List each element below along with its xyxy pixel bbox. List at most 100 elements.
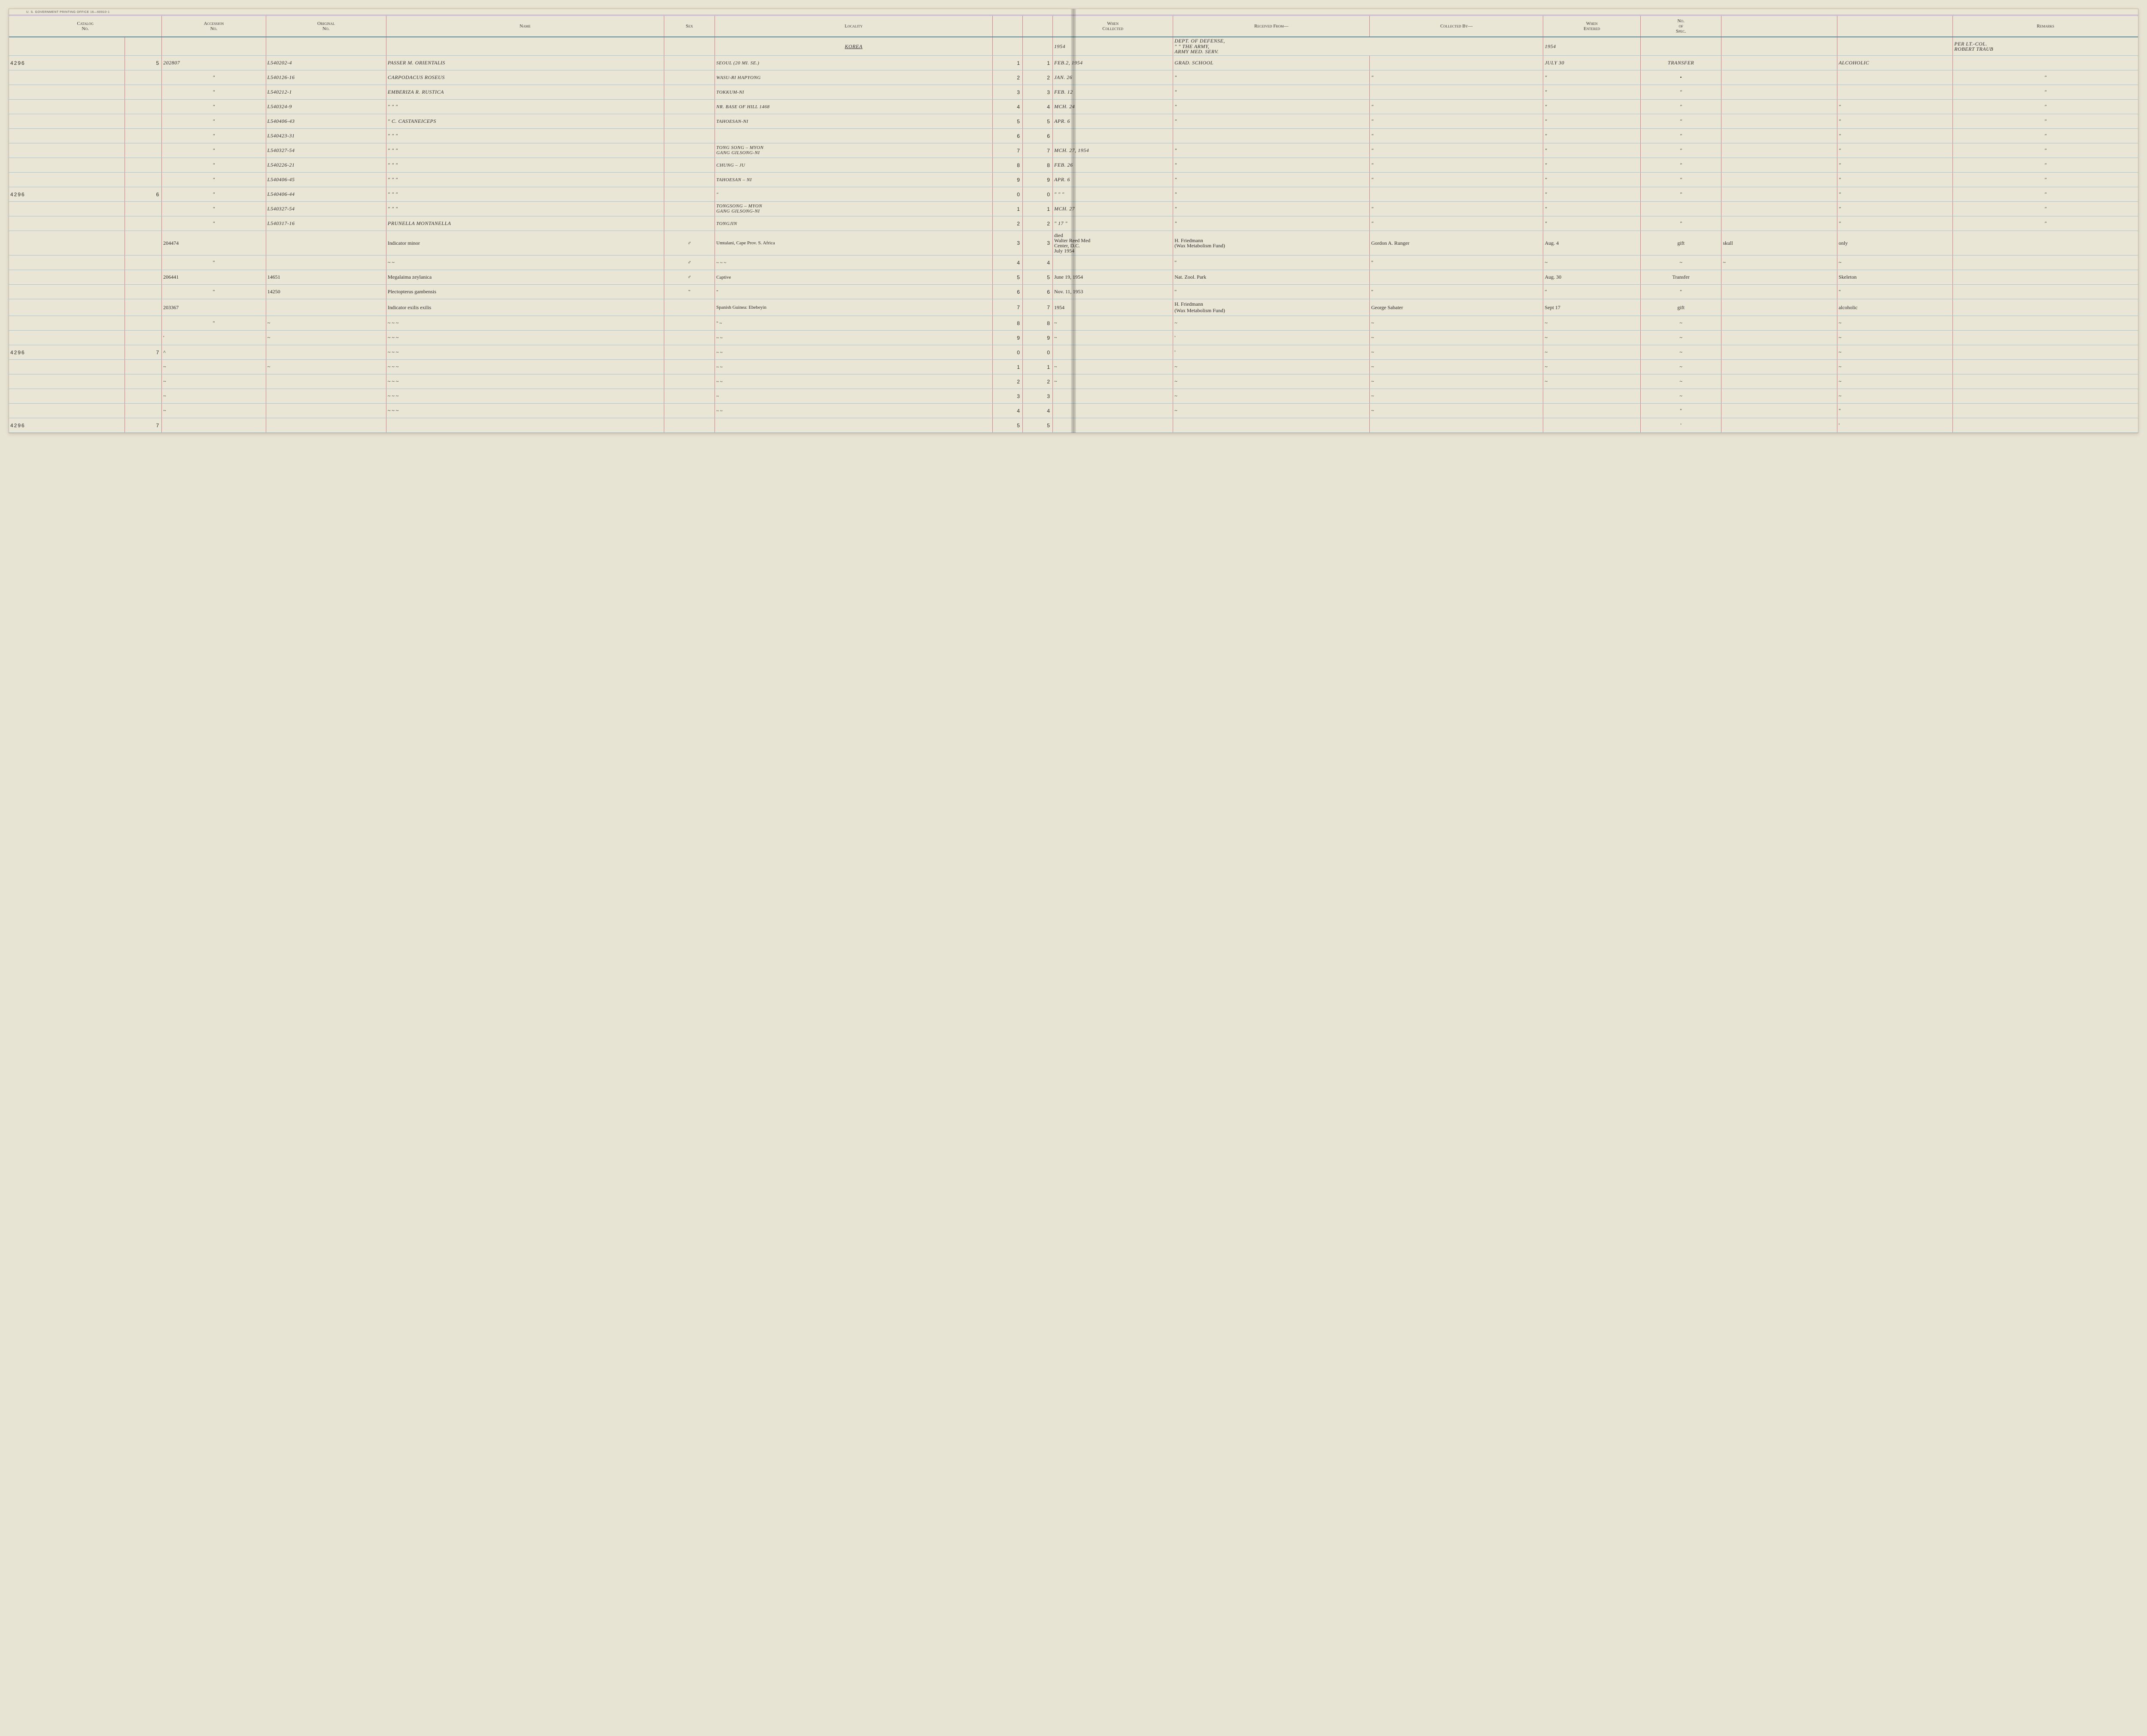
catalog-digit: 6	[125, 187, 161, 202]
original-no	[266, 255, 386, 270]
catalog-digit: 5	[125, 56, 161, 70]
rownum-right: 4	[1022, 255, 1052, 270]
rownum-left: 9	[992, 331, 1022, 345]
extra-b: '	[1837, 418, 1952, 433]
no-spec: Transfer	[1640, 270, 1721, 285]
when-collected-header: 1954	[1052, 37, 1173, 55]
when-entered: ~	[1543, 331, 1640, 345]
accession: "	[162, 202, 266, 216]
collected-by: ~	[1370, 360, 1543, 374]
collected-by: "	[1370, 143, 1543, 158]
collected-by	[1370, 270, 1543, 285]
locality: "	[715, 187, 993, 202]
sex	[664, 143, 715, 158]
extra-a	[1721, 418, 1837, 433]
extra-a	[1721, 299, 1837, 316]
no-spec: "	[1640, 404, 1721, 418]
when-collected: ~	[1052, 374, 1173, 389]
locality: ~ ~ ~	[715, 255, 993, 270]
collected-by	[1370, 418, 1543, 433]
when-entered: "	[1543, 285, 1640, 299]
original-no: L540423-31	[266, 129, 386, 143]
collected-by	[1370, 56, 1543, 70]
extra-b: ALCOHOLIC	[1837, 56, 1952, 70]
ledger-book: U. S. GOVERNMENT PRINTING OFFICE 16—6091…	[9, 9, 2138, 433]
rownum-right: 9	[1022, 173, 1052, 187]
extra-a	[1721, 360, 1837, 374]
extra-b: ~	[1837, 360, 1952, 374]
no-spec	[1640, 202, 1721, 216]
locality: ~ ~	[715, 374, 993, 389]
sex	[664, 374, 715, 389]
catalog-digit	[125, 70, 161, 85]
when-entered	[1543, 404, 1640, 418]
catalog-prefix: 4296	[9, 345, 125, 360]
sex	[664, 299, 715, 316]
locality: NR. BASE OF HILL 1468	[715, 100, 993, 114]
extra-a	[1721, 374, 1837, 389]
received-from: "	[1173, 143, 1370, 158]
rownum-left: 4	[992, 404, 1022, 418]
accession: ~	[162, 404, 266, 418]
table-row: "L540406-45" " "TAHOESAN – NI99APR. 6"""…	[9, 173, 2138, 187]
extra-b: Skeleton	[1837, 270, 1952, 285]
when-collected: ~	[1052, 360, 1173, 374]
when-entered: Sept 17	[1543, 299, 1640, 316]
rownum-left: 4	[992, 100, 1022, 114]
collected-by: ~	[1370, 345, 1543, 360]
col-no-spec: No.ofSpec.	[1640, 15, 1721, 37]
sex	[664, 418, 715, 433]
accession: "	[162, 85, 266, 100]
when-collected: " 17 "	[1052, 216, 1173, 231]
when-entered: JULY 30	[1543, 56, 1640, 70]
sex	[664, 345, 715, 360]
no-spec: ~	[1640, 345, 1721, 360]
catalog-digit	[125, 158, 161, 173]
when-entered-header: 1954	[1543, 37, 1640, 55]
rownum-left: 0	[992, 345, 1022, 360]
collected-by: ~	[1370, 374, 1543, 389]
col-received-from: Received From—	[1173, 15, 1370, 37]
catalog-prefix	[9, 143, 125, 158]
collected-by	[1370, 85, 1543, 100]
remarks: "	[1953, 216, 2138, 231]
extra-a	[1721, 70, 1837, 85]
original-no: L540317-16	[266, 216, 386, 231]
remarks: "	[1953, 202, 2138, 216]
extra-b: alcoholic	[1837, 299, 1952, 316]
no-spec: gift	[1640, 299, 1721, 316]
catalog-digit	[125, 37, 161, 55]
sex	[664, 114, 715, 129]
remarks	[1953, 404, 2138, 418]
when-collected: APR. 6	[1052, 173, 1173, 187]
when-entered	[1543, 389, 1640, 404]
when-collected: APR. 6	[1052, 114, 1173, 129]
sex	[664, 216, 715, 231]
rownum-left: 1	[992, 360, 1022, 374]
when-collected	[1052, 389, 1173, 404]
locality: TAHOESAN-NI	[715, 114, 993, 129]
original-no: L540406-45	[266, 173, 386, 187]
col-catalog: CatalogNo.	[9, 15, 162, 37]
catalog-digit: 7	[125, 345, 161, 360]
rownum-right: 2	[1022, 70, 1052, 85]
locality: ~ ~	[715, 331, 993, 345]
accession: "	[162, 143, 266, 158]
no-spec: "	[1640, 216, 1721, 231]
when-entered: "	[1543, 173, 1640, 187]
when-entered: "	[1543, 70, 1640, 85]
original-no: ~	[266, 360, 386, 374]
rownum-left: 8	[992, 158, 1022, 173]
original-no	[266, 299, 386, 316]
extra-a	[1721, 345, 1837, 360]
received-from-header: DEPT. OF DEFENSE," " THE ARMY,ARMY MED. …	[1173, 37, 1543, 55]
table-row: ~~ ~ ~~ ~44~~""	[9, 404, 2138, 418]
col-when-entered: WhenEntered	[1543, 15, 1640, 37]
extra-a	[1721, 158, 1837, 173]
locality: TAHOESAN – NI	[715, 173, 993, 187]
name: Indicator minor	[386, 231, 664, 255]
collected-by: ~	[1370, 389, 1543, 404]
accession: ~	[162, 389, 266, 404]
name: " " "	[386, 158, 664, 173]
table-row: "L540317-16PRUNELLA MONTANELLATONGJIN22"…	[9, 216, 2138, 231]
